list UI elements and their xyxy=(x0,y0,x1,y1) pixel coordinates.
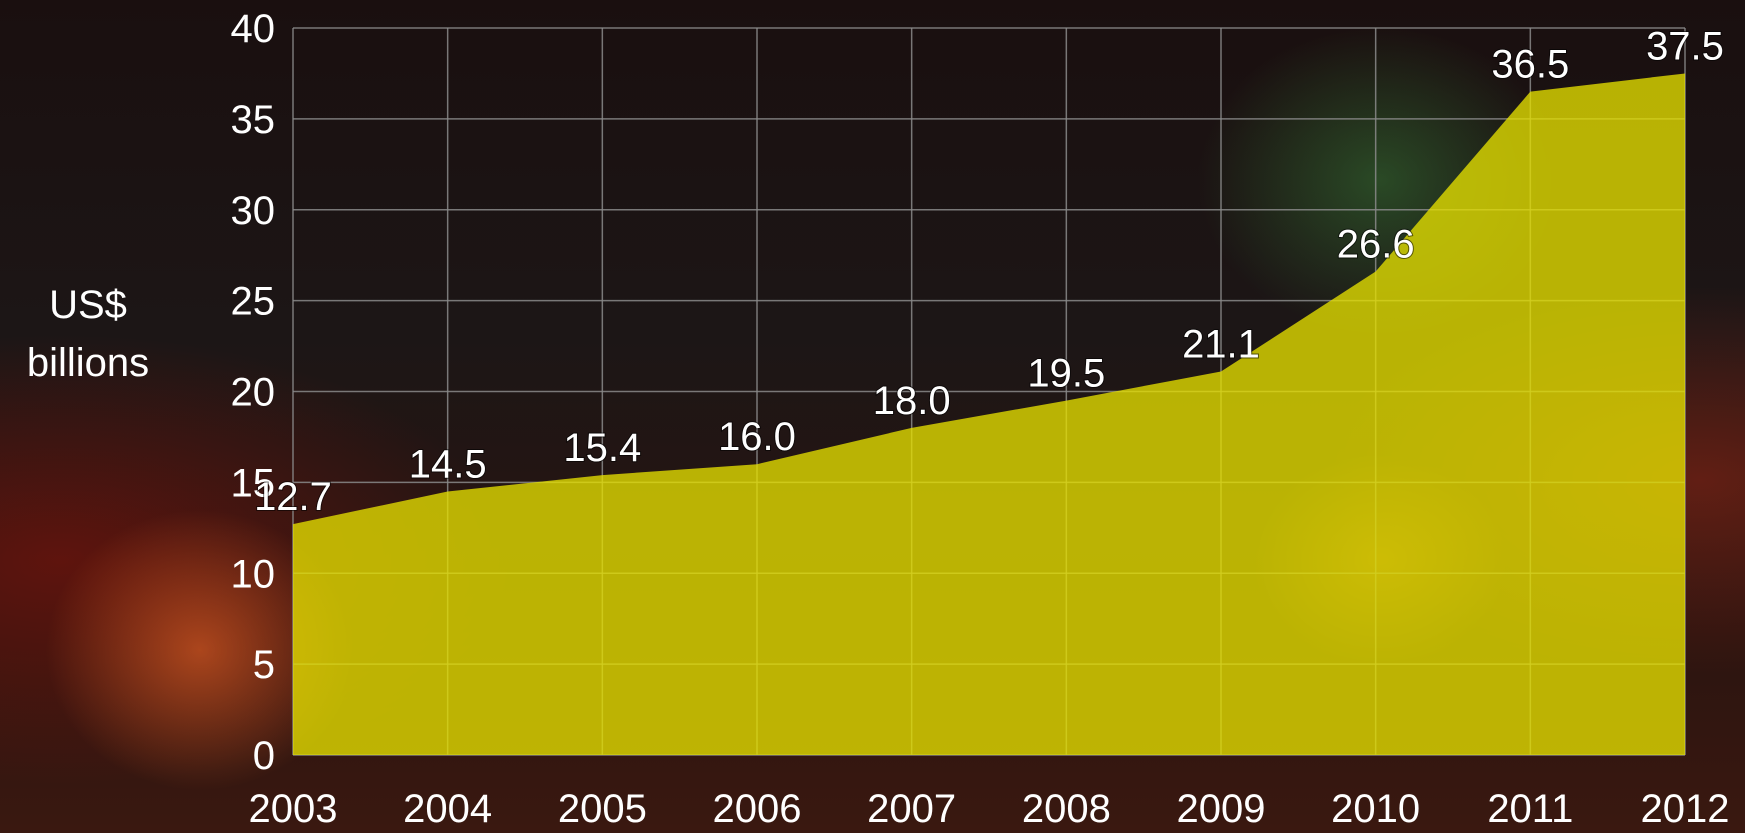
x-tick-label: 2006 xyxy=(713,787,802,831)
y-tick-label: 0 xyxy=(253,734,275,778)
y-tick-label: 40 xyxy=(231,7,276,51)
y-tick-label: 5 xyxy=(253,643,275,687)
data-label: 18.0 xyxy=(873,379,951,423)
data-label: 19.5 xyxy=(1027,352,1105,396)
y-tick-label: 35 xyxy=(231,98,276,142)
x-tick-label: 2007 xyxy=(867,787,956,831)
area-series xyxy=(293,73,1685,755)
x-tick-label: 2005 xyxy=(558,787,647,831)
data-label: 26.6 xyxy=(1337,223,1415,267)
y-tick-label: 20 xyxy=(231,371,276,415)
data-label: 15.4 xyxy=(563,426,641,470)
x-tick-label: 2011 xyxy=(1487,787,1573,831)
data-label: 36.5 xyxy=(1491,43,1569,87)
x-tick-label: 2003 xyxy=(249,787,338,831)
y-axis-label-line-1: US$ xyxy=(49,283,127,327)
data-label: 37.5 xyxy=(1646,24,1724,68)
x-tick-label: 2008 xyxy=(1022,787,1111,831)
y-tick-label: 10 xyxy=(231,552,276,596)
y-axis-label-line-2: billions xyxy=(27,341,149,385)
data-label: 21.1 xyxy=(1182,323,1260,367)
y-tick-label: 30 xyxy=(231,189,276,233)
x-tick-label: 2012 xyxy=(1641,787,1730,831)
data-label: 16.0 xyxy=(718,415,796,459)
x-tick-label: 2004 xyxy=(403,787,492,831)
data-label: 12.7 xyxy=(254,475,332,519)
data-label: 14.5 xyxy=(409,442,487,486)
x-tick-label: 2009 xyxy=(1177,787,1266,831)
y-tick-label: 25 xyxy=(231,280,276,324)
y-tick-label: 15 xyxy=(231,461,276,505)
x-tick-label: 2010 xyxy=(1331,787,1420,831)
